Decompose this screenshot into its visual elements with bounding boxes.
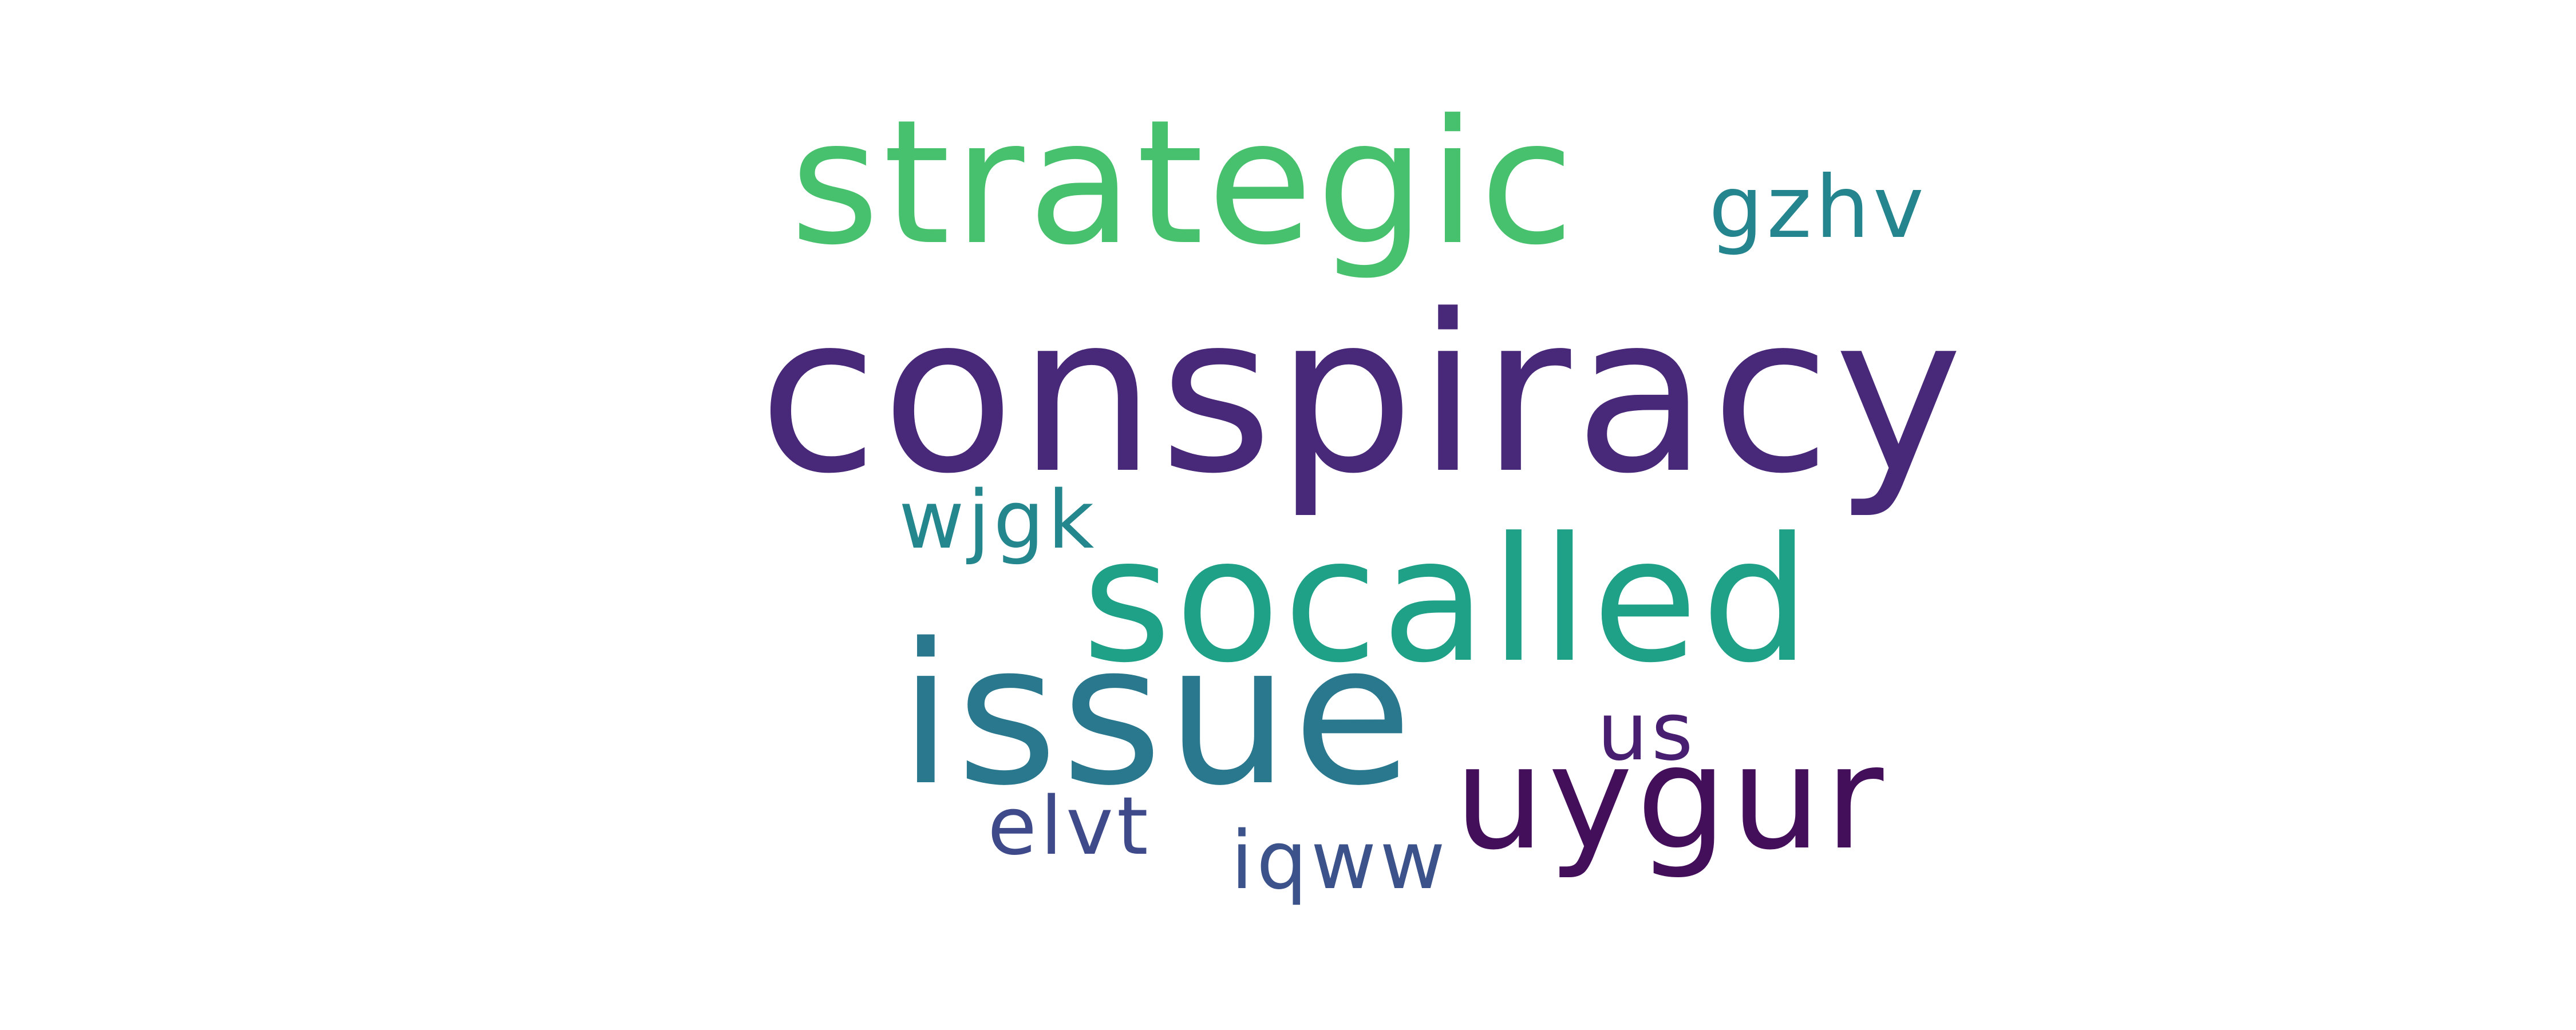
word-socalled: socalled <box>1082 501 1814 700</box>
word-issue: issue <box>899 602 1416 829</box>
word-iqww: iqww <box>1231 814 1449 908</box>
word-elvt: elvt <box>987 780 1152 873</box>
word-us: us <box>1597 686 1697 779</box>
word-wjgk: wjgk <box>899 474 1098 567</box>
word-conspiracy: conspiracy <box>758 268 1966 521</box>
word-gzhv: gzhv <box>1709 158 1927 258</box>
word-strategic: strategic <box>790 83 1578 283</box>
word-uygur: uygur <box>1454 715 1887 881</box>
